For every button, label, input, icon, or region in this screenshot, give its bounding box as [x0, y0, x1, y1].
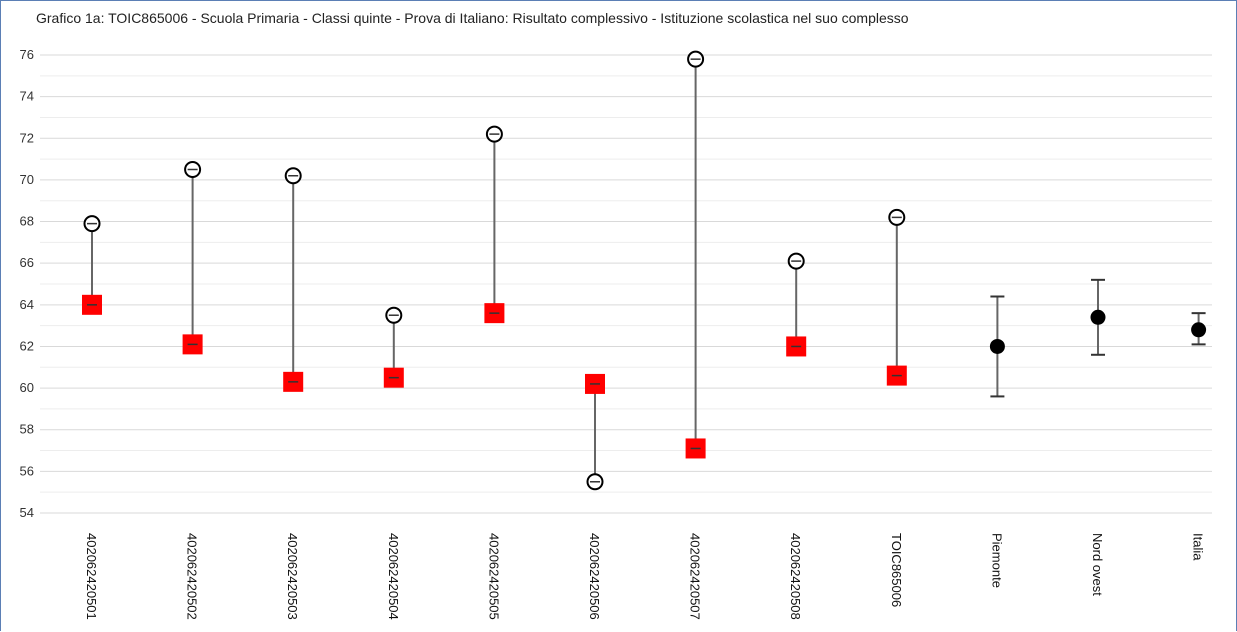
mean-point [1090, 309, 1106, 325]
x-category-label: Piemonte [989, 533, 1004, 588]
x-category-label: 402062420507 [688, 533, 703, 620]
x-category-label: 402062420502 [185, 533, 200, 620]
y-tick-label: 72 [20, 130, 34, 145]
y-tick-label: 56 [20, 463, 34, 478]
x-category-label: TOIC865006 [889, 533, 904, 607]
grid-lines [40, 54, 1212, 514]
y-tick-label: 60 [20, 380, 34, 395]
x-category-label: 402062420501 [84, 533, 99, 620]
mean-point [989, 338, 1005, 354]
x-axis-labels: 402062420501 402062420502 402062420503 4020… [84, 533, 1206, 620]
x-category-label: 402062420503 [285, 533, 300, 620]
x-category-label: Italia [1191, 533, 1206, 561]
y-tick-label: 66 [20, 255, 34, 270]
chart-title: Grafico 1a: TOIC865006 - Scuola Primaria… [36, 10, 909, 26]
y-tick-label: 68 [20, 214, 34, 229]
y-axis-ticks: 54 56 58 60 62 64 66 68 70 72 74 76 [20, 47, 34, 520]
y-tick-label: 76 [20, 47, 34, 62]
y-tick-label: 74 [20, 89, 34, 104]
y-tick-label: 54 [20, 505, 34, 520]
mean-point [1191, 322, 1207, 338]
x-category-label: 402062420505 [486, 533, 501, 620]
y-tick-label: 64 [20, 297, 34, 312]
y-tick-label: 58 [20, 422, 34, 437]
y-tick-label: 70 [20, 172, 34, 187]
x-category-label: Nord ovest [1090, 533, 1105, 596]
chart-marks [82, 50, 1207, 491]
x-category-label: 402062420506 [587, 533, 602, 620]
y-tick-label: 62 [20, 338, 34, 353]
x-category-label: 402062420508 [788, 533, 803, 620]
x-category-label: 402062420504 [386, 533, 401, 620]
